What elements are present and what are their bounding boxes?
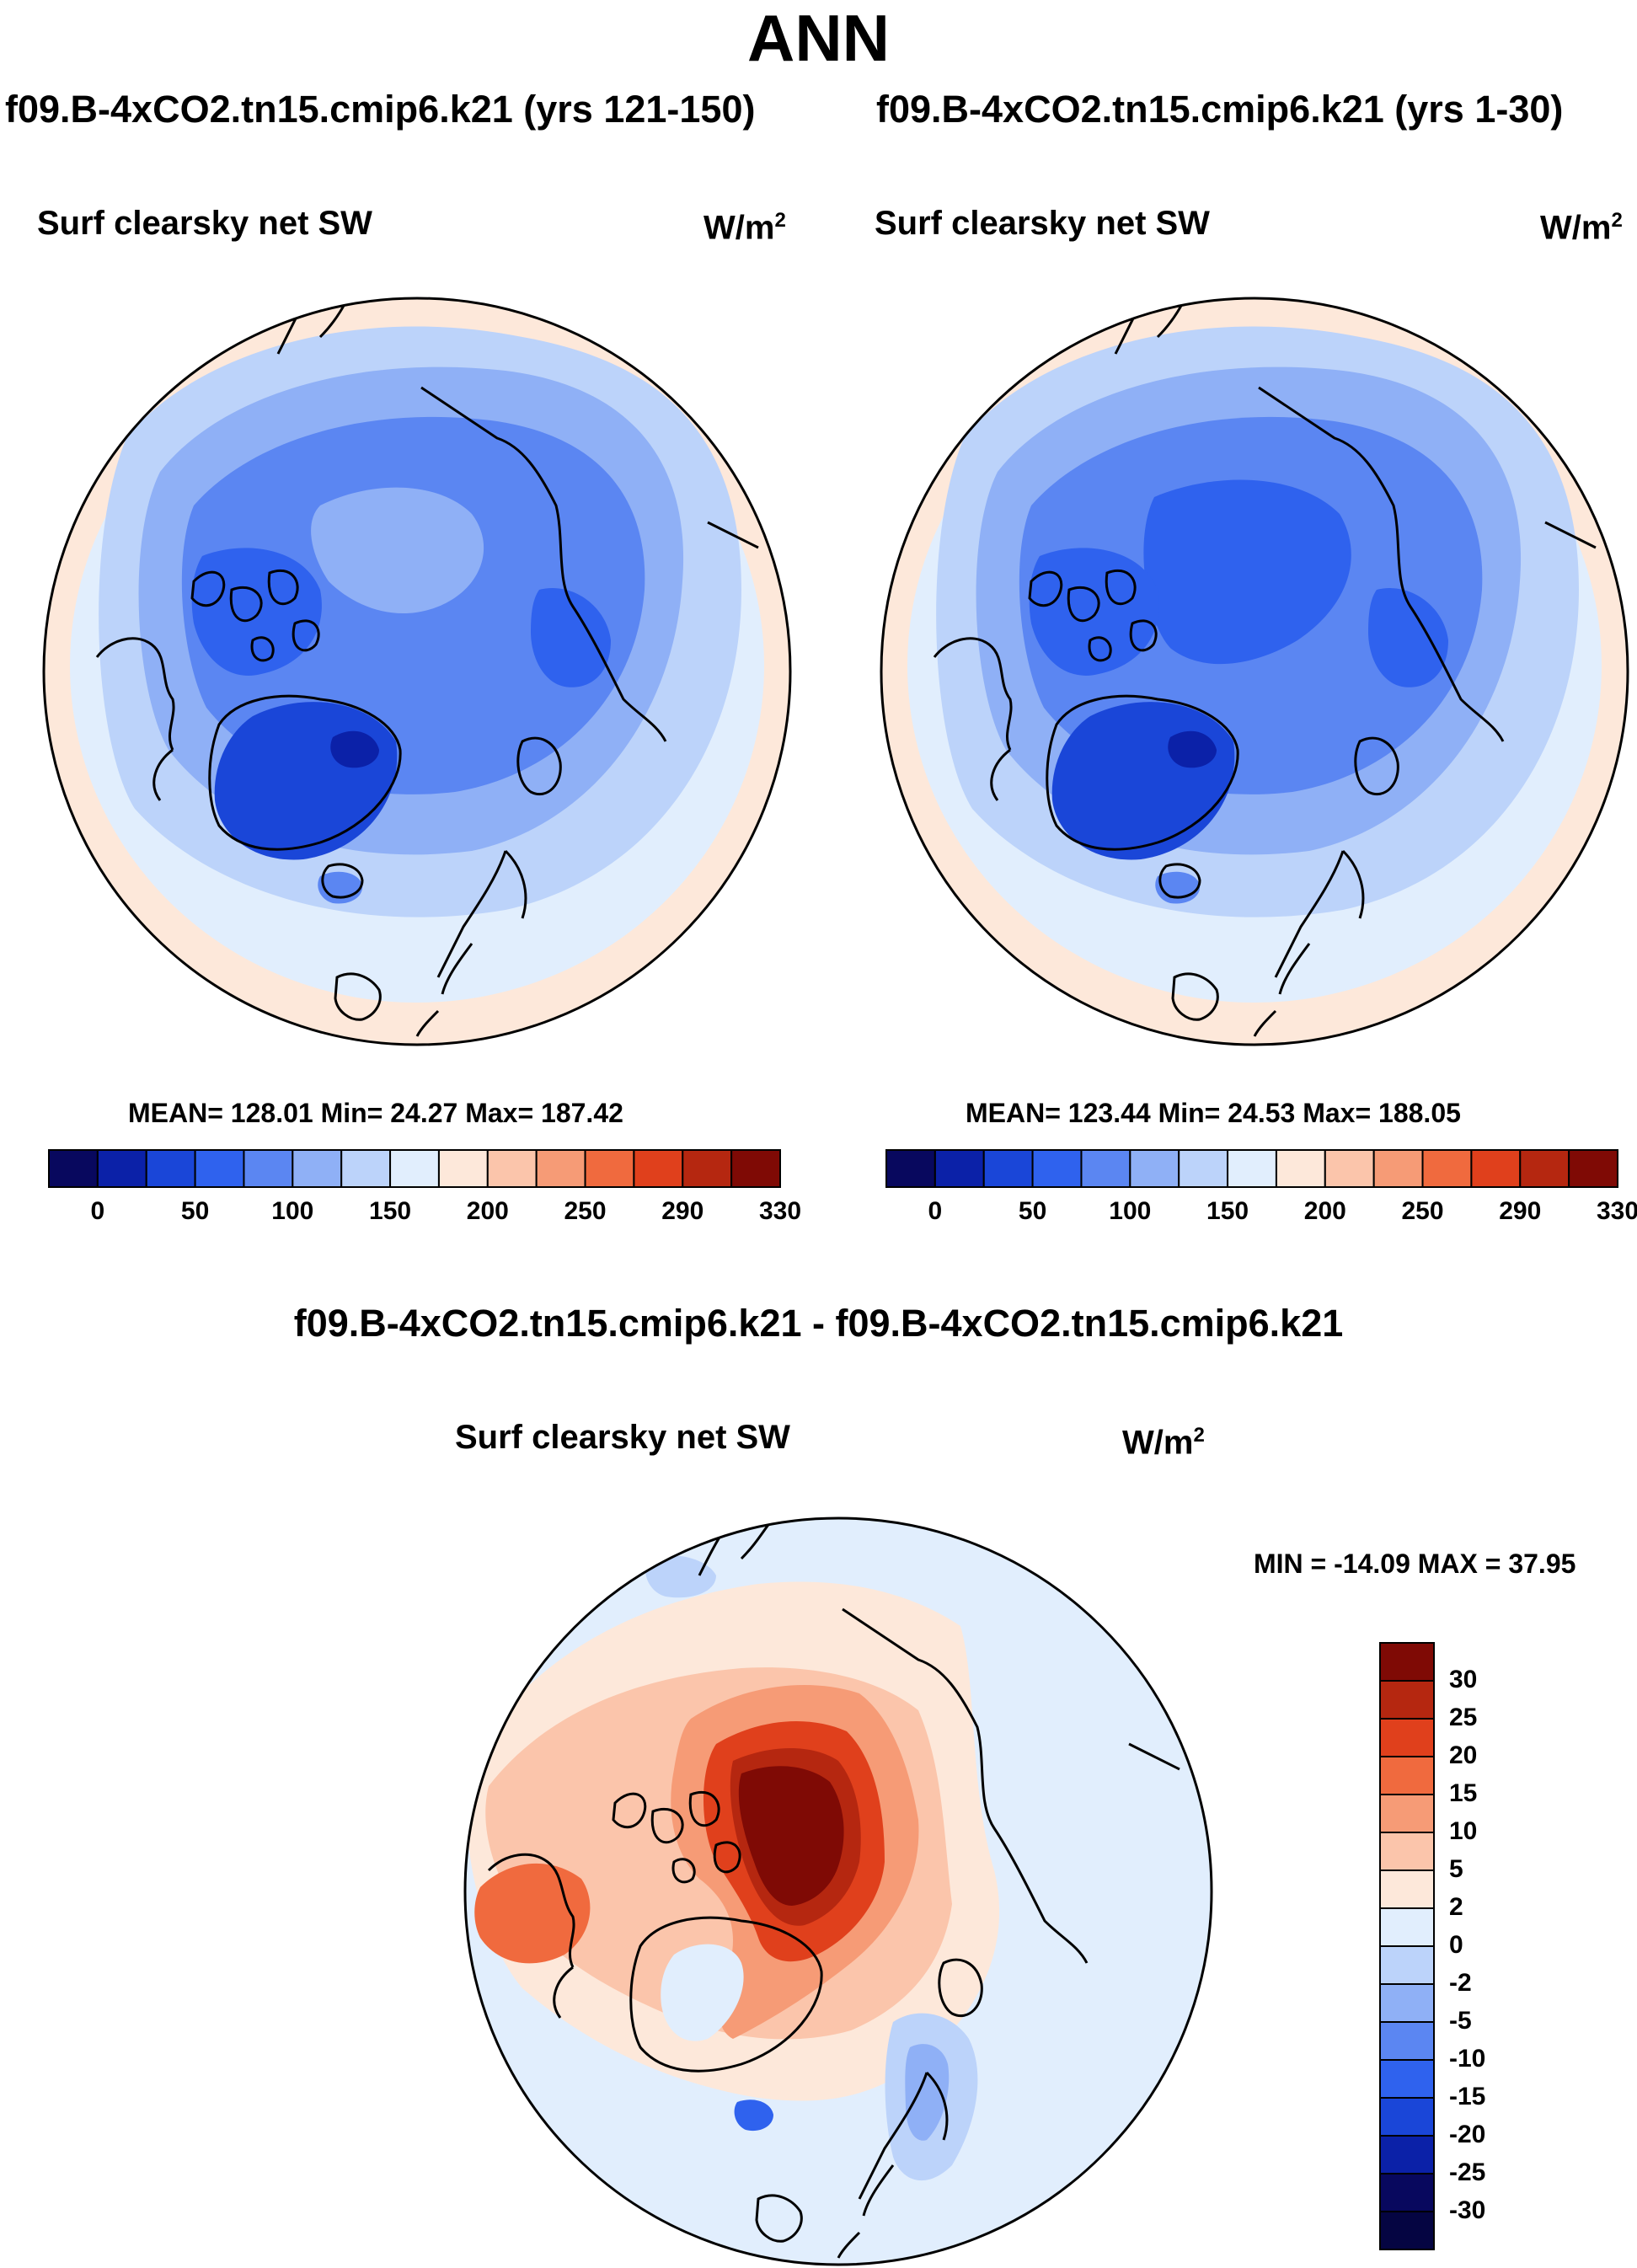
colorbar-3-tick-label: -20 xyxy=(1449,2121,1486,2148)
colorbar-1-tick-label: 330 xyxy=(758,1197,802,1225)
colorbar-3-swatch xyxy=(1379,1832,1435,1871)
colorbar-1-swatch xyxy=(48,1149,99,1188)
colorbar-2-swatch xyxy=(982,1149,1034,1188)
panel2-units: W/m2 xyxy=(1540,209,1623,247)
colorbar-2-swatch xyxy=(1421,1149,1473,1188)
colorbar-3-tick-label: 25 xyxy=(1449,1704,1478,1731)
colorbar-3-tick-label: 0 xyxy=(1449,1931,1463,1959)
colorbar-1-swatch xyxy=(633,1149,684,1188)
colorbar-3-tick-label: 30 xyxy=(1449,1666,1478,1693)
panel1-case-title: f09.B-4xCO2.tn15.cmip6.k21 (yrs 121-150) xyxy=(5,88,756,131)
panel2-case-title: f09.B-4xCO2.tn15.cmip6.k21 (yrs 1-30) xyxy=(876,88,1564,131)
colorbar-2-tick-label: 290 xyxy=(1499,1197,1542,1225)
colorbar-3-tick-label: -10 xyxy=(1449,2045,1486,2073)
colorbar-3-swatch xyxy=(1379,1907,1435,1947)
colorbar-3-tick-label: -15 xyxy=(1449,2083,1486,2110)
colorbar-3-tick-label: -30 xyxy=(1449,2196,1486,2224)
colorbar-panel-difference xyxy=(1379,1642,1435,2250)
colorbar-1-tick-label: 0 xyxy=(90,1197,105,1225)
colorbar-3-swatch xyxy=(1379,2059,1435,2099)
colorbar-3-tick-label: 2 xyxy=(1449,1893,1463,1921)
colorbar-2-swatch xyxy=(1129,1149,1180,1188)
map-panel-2 xyxy=(880,297,1629,1046)
colorbar-3-swatch xyxy=(1379,1794,1435,1833)
colorbar-1-swatch xyxy=(389,1149,440,1188)
colorbar-3-swatch xyxy=(1379,1756,1435,1795)
colorbar-2-swatch xyxy=(885,1149,936,1188)
colorbar-1-tick-label: 200 xyxy=(466,1197,509,1225)
colorbar-1-swatch xyxy=(682,1149,733,1188)
colorbar-1-tick-label: 100 xyxy=(271,1197,314,1225)
colorbar-3-swatch xyxy=(1379,1718,1435,1757)
colorbar-1-tick-label: 250 xyxy=(564,1197,607,1225)
colorbar-1-swatch xyxy=(584,1149,635,1188)
colorbar-3-tick-label: -25 xyxy=(1449,2158,1486,2186)
map-panel-difference xyxy=(463,1516,1213,2266)
colorbar-1-swatch xyxy=(486,1149,538,1188)
colorbar-panel-1 xyxy=(48,1149,782,1188)
colorbar-1-tick-label: 290 xyxy=(661,1197,704,1225)
colorbar-1-swatch xyxy=(145,1149,196,1188)
colorbar-3-swatch xyxy=(1379,1680,1435,1720)
colorbar-1-swatch xyxy=(194,1149,245,1188)
colorbar-3-swatch xyxy=(1379,2097,1435,2137)
colorbar-1-swatch xyxy=(437,1149,489,1188)
map-panel-1 xyxy=(42,297,792,1046)
colorbar-1-swatch xyxy=(535,1149,586,1188)
colorbar-3-tick-label: 20 xyxy=(1449,1741,1478,1769)
difference-title: f09.B-4xCO2.tn15.cmip6.k21 - f09.B-4xCO2… xyxy=(293,1302,1344,1345)
colorbar-3-swatch xyxy=(1379,1642,1435,1682)
colorbar-2-swatch xyxy=(1568,1149,1618,1188)
colorbar-1-swatch xyxy=(292,1149,343,1188)
colorbar-3-swatch xyxy=(1379,2173,1435,2212)
colorbar-2-tick-label: 0 xyxy=(928,1197,943,1225)
panel1-stats: MEAN= 128.01 Min= 24.27 Max= 187.42 xyxy=(128,1098,623,1128)
colorbar-2-swatch xyxy=(1372,1149,1424,1188)
colorbar-3-tick-label: 5 xyxy=(1449,1855,1463,1883)
colorbar-2-swatch xyxy=(1519,1149,1570,1188)
colorbar-2-tick-label: 330 xyxy=(1596,1197,1637,1225)
colorbar-3-tick-label: -5 xyxy=(1449,2007,1472,2035)
colorbar-2-swatch xyxy=(1227,1149,1277,1188)
panel1-units: W/m2 xyxy=(703,209,786,247)
colorbar-1-tick-label: 150 xyxy=(369,1197,412,1225)
colorbar-1-swatch xyxy=(340,1149,392,1188)
colorbar-3-swatch xyxy=(1379,1945,1435,1985)
colorbar-3-swatch xyxy=(1379,1983,1435,2023)
colorbar-2-swatch xyxy=(1080,1149,1131,1188)
colorbar-panel-2 xyxy=(885,1149,1618,1188)
panel3-variable-label: Surf clearsky net SW xyxy=(455,1419,790,1456)
colorbar-2-tick-label: 150 xyxy=(1206,1197,1249,1225)
colorbar-3-swatch xyxy=(1379,2021,1435,2061)
colorbar-1-swatch xyxy=(243,1149,294,1188)
colorbar-2-swatch xyxy=(934,1149,985,1188)
panel2-variable-label: Surf clearsky net SW xyxy=(875,205,1210,242)
colorbar-2-swatch xyxy=(1275,1149,1326,1188)
colorbar-3-swatch xyxy=(1379,1869,1435,1909)
colorbar-2-tick-label: 200 xyxy=(1303,1197,1346,1225)
colorbar-3-tick-label: 15 xyxy=(1449,1779,1478,1807)
colorbar-1-swatch xyxy=(730,1149,782,1188)
colorbar-3-tick-label: 10 xyxy=(1449,1817,1478,1845)
colorbar-2-tick-label: 50 xyxy=(1018,1197,1047,1225)
colorbar-3-tick-label: -2 xyxy=(1449,1969,1472,1997)
colorbar-2-swatch xyxy=(1031,1149,1083,1188)
panel3-stats: MIN = -14.09 MAX = 37.95 xyxy=(1254,1549,1576,1579)
colorbar-2-swatch xyxy=(1178,1149,1229,1188)
panel3-units: W/m2 xyxy=(1122,1424,1205,1462)
colorbar-2-tick-label: 100 xyxy=(1109,1197,1152,1225)
colorbar-2-swatch xyxy=(1470,1149,1522,1188)
colorbar-2-swatch xyxy=(1324,1149,1375,1188)
colorbar-1-tick-label: 50 xyxy=(180,1197,210,1225)
panel2-stats: MEAN= 123.44 Min= 24.53 Max= 188.05 xyxy=(966,1098,1461,1128)
colorbar-1-swatch xyxy=(96,1149,147,1188)
panel1-variable-label: Surf clearsky net SW xyxy=(37,205,372,242)
colorbar-3-swatch xyxy=(1379,2135,1435,2174)
colorbar-2-tick-label: 250 xyxy=(1401,1197,1444,1225)
colorbar-3-swatch xyxy=(1379,2211,1435,2250)
figure-title: ANN xyxy=(747,1,890,75)
